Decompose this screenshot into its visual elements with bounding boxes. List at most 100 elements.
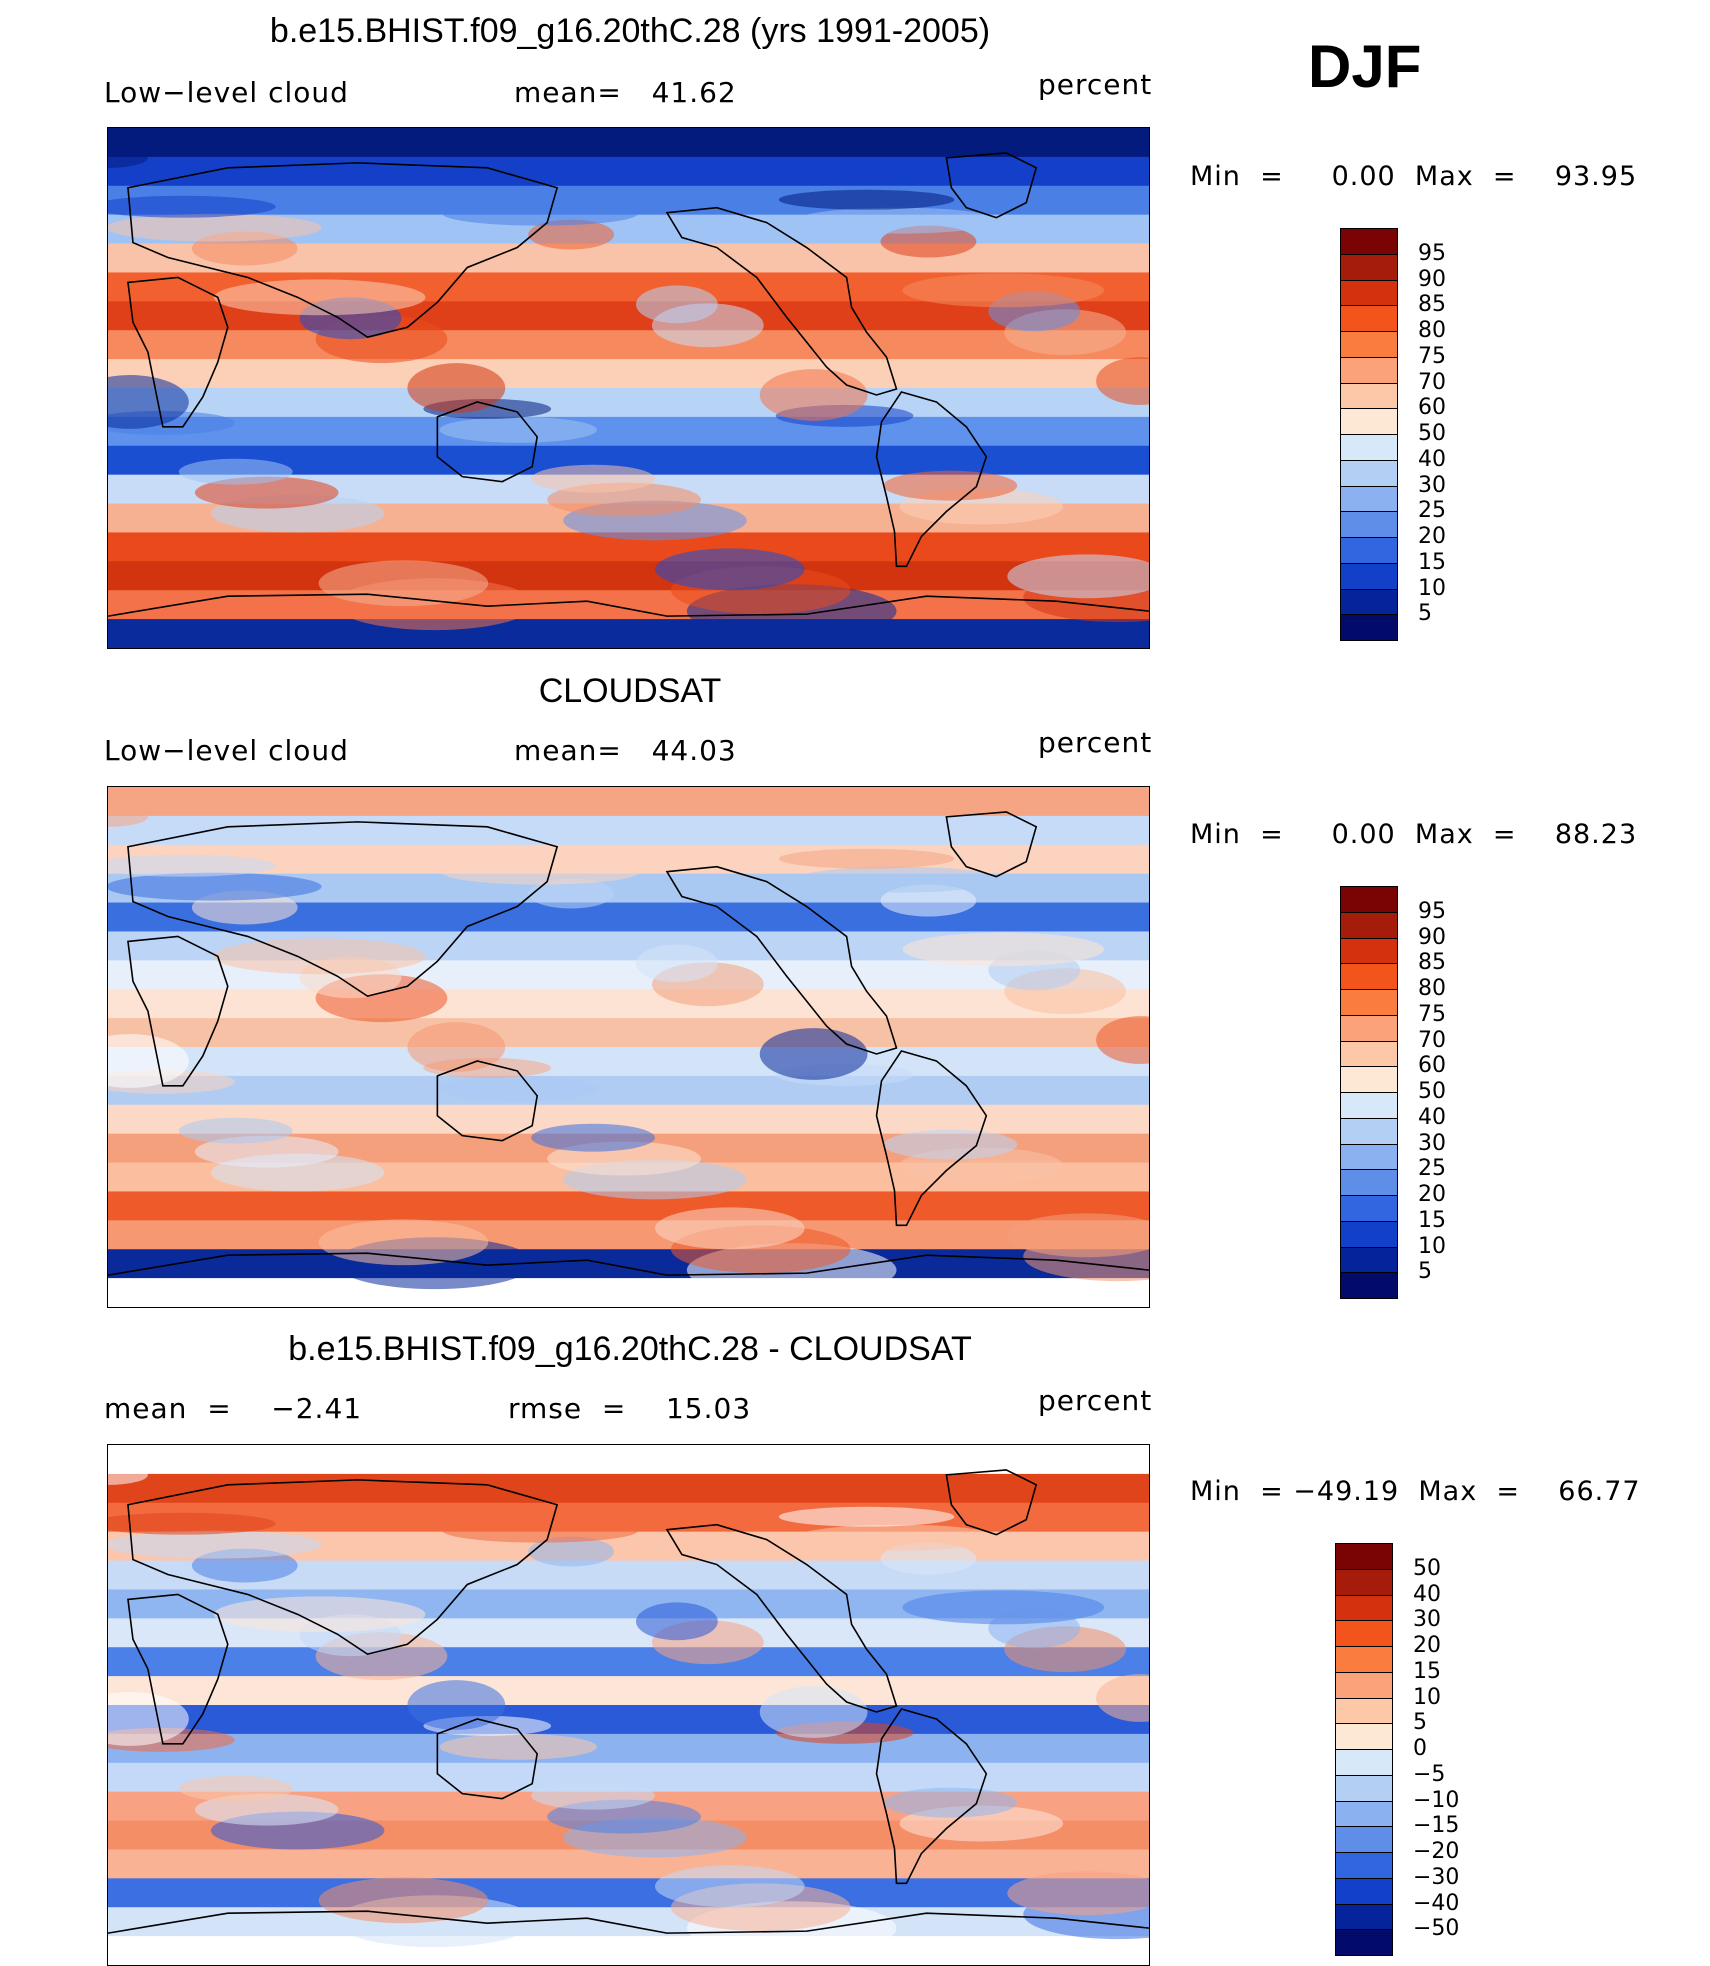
field-band [108,1647,1149,1678]
field-blob [318,560,489,607]
field-blob [759,1028,868,1080]
map-svg [108,1445,1149,1965]
colorbar-swatch [1340,459,1398,487]
colorbar: 50 40 30 20 15 10 5 0 −5 −10 −15 −20 −30 −40 −50 [1335,1543,1459,1956]
panel-title: CLOUDSAT [538,672,722,710]
colorbar-swatch [1335,1800,1393,1828]
colorbar-swatch [1340,408,1398,435]
field-blob [407,1680,506,1730]
field-blob [1096,1016,1149,1064]
field-blob [108,872,322,901]
colorbar-swatch [1335,1774,1393,1802]
field-blob [759,1686,868,1738]
colorbar-label: 5 [1413,1710,1427,1736]
field-band [108,128,1149,158]
min-max-label: Min = 0.00 Max = 93.95 [1190,161,1638,192]
field-blob [194,1135,339,1168]
field-band [108,619,1149,648]
field-band [108,1733,1149,1764]
colorbar-label: −20 [1413,1839,1460,1864]
field-blob [108,1034,189,1088]
colorbar-swatch [1340,331,1398,358]
colorbar-swatch [1340,1040,1398,1068]
field-band [108,1018,1149,1048]
field-blob [178,458,293,485]
field-blob [108,1692,189,1746]
field-blob [794,207,1001,234]
coastline [665,1523,898,1713]
field-blob [108,854,276,877]
colorbar-label: 40 [1418,1104,1446,1130]
colorbar-swatch [1340,911,1398,939]
colorbar-swatch [1340,356,1398,384]
coastline [108,1252,1149,1276]
field-band [108,1878,1149,1909]
field-blob [528,1536,615,1567]
field-band [108,1705,1149,1735]
map [107,1444,1150,1966]
field-band [108,1249,1149,1280]
colorbar-swatch [1340,1220,1398,1248]
colorbar-swatch [1340,1014,1398,1042]
field-blob [439,1075,598,1102]
colorbar-label: 90 [1418,266,1446,292]
colorbar-swatch [1340,537,1398,564]
colorbar-swatch [1335,1723,1393,1750]
field-blob [635,944,718,983]
rmse-label: rmse = 15.03 [508,1392,752,1425]
colorbar-label: −30 [1413,1864,1460,1890]
field-blob [178,1117,293,1144]
field-band [108,388,1149,418]
colorbar-swatch [1340,1272,1398,1299]
field-blob [318,1219,489,1266]
colorbar-swatch [1340,1092,1398,1119]
colorbar-label: 75 [1418,343,1446,369]
colorbar-label: 30 [1418,1130,1446,1156]
colorbar-label: 50 [1418,421,1446,446]
coastline [945,152,1038,219]
colorbar-swatch [1335,1826,1393,1853]
colorbar-label: 30 [1418,472,1446,498]
field-band [108,156,1149,187]
field-blob [407,1022,506,1072]
field-blob [108,1530,322,1559]
field-band [108,1907,1149,1938]
coastline [436,1718,539,1800]
field-blob [635,1602,718,1641]
field-band [108,359,1149,389]
coastline [875,1708,988,1885]
colorbar-label: 60 [1418,395,1446,421]
coastline [875,1050,988,1227]
colorbar-label: −50 [1413,1916,1460,1942]
field-blob [654,1207,805,1250]
field-band [108,1445,1149,1475]
coastline [127,1593,229,1745]
field-band [108,1473,1149,1504]
panel-title: b.e15.BHIST.f09_g16.20thC.28 (yrs 1991-2… [269,12,991,50]
map [107,786,1150,1308]
colorbar-swatch [1340,485,1398,513]
field-blob [108,147,148,168]
field-blob [1096,357,1149,405]
coastline [127,935,229,1087]
field-blob [794,1524,1001,1551]
coastline [127,821,559,998]
colorbar-label: 90 [1418,924,1446,950]
field-band [108,561,1149,592]
colorbar-label: 30 [1413,1607,1441,1633]
coastline [108,1910,1149,1934]
coastline [875,391,988,568]
field-band [108,590,1149,621]
colorbar-swatch [1340,1066,1398,1093]
colorbar-label: 25 [1418,498,1446,524]
colorbar-swatch [1335,1543,1393,1570]
field-band [108,1278,1149,1307]
field-blob [883,470,1018,501]
field-blob [442,860,638,885]
field-blob [528,219,615,250]
coastline [945,1469,1038,1536]
field-blob [778,848,955,869]
field-blob [759,369,868,421]
field-band [108,1075,1149,1106]
colorbar-label: 85 [1418,292,1446,318]
